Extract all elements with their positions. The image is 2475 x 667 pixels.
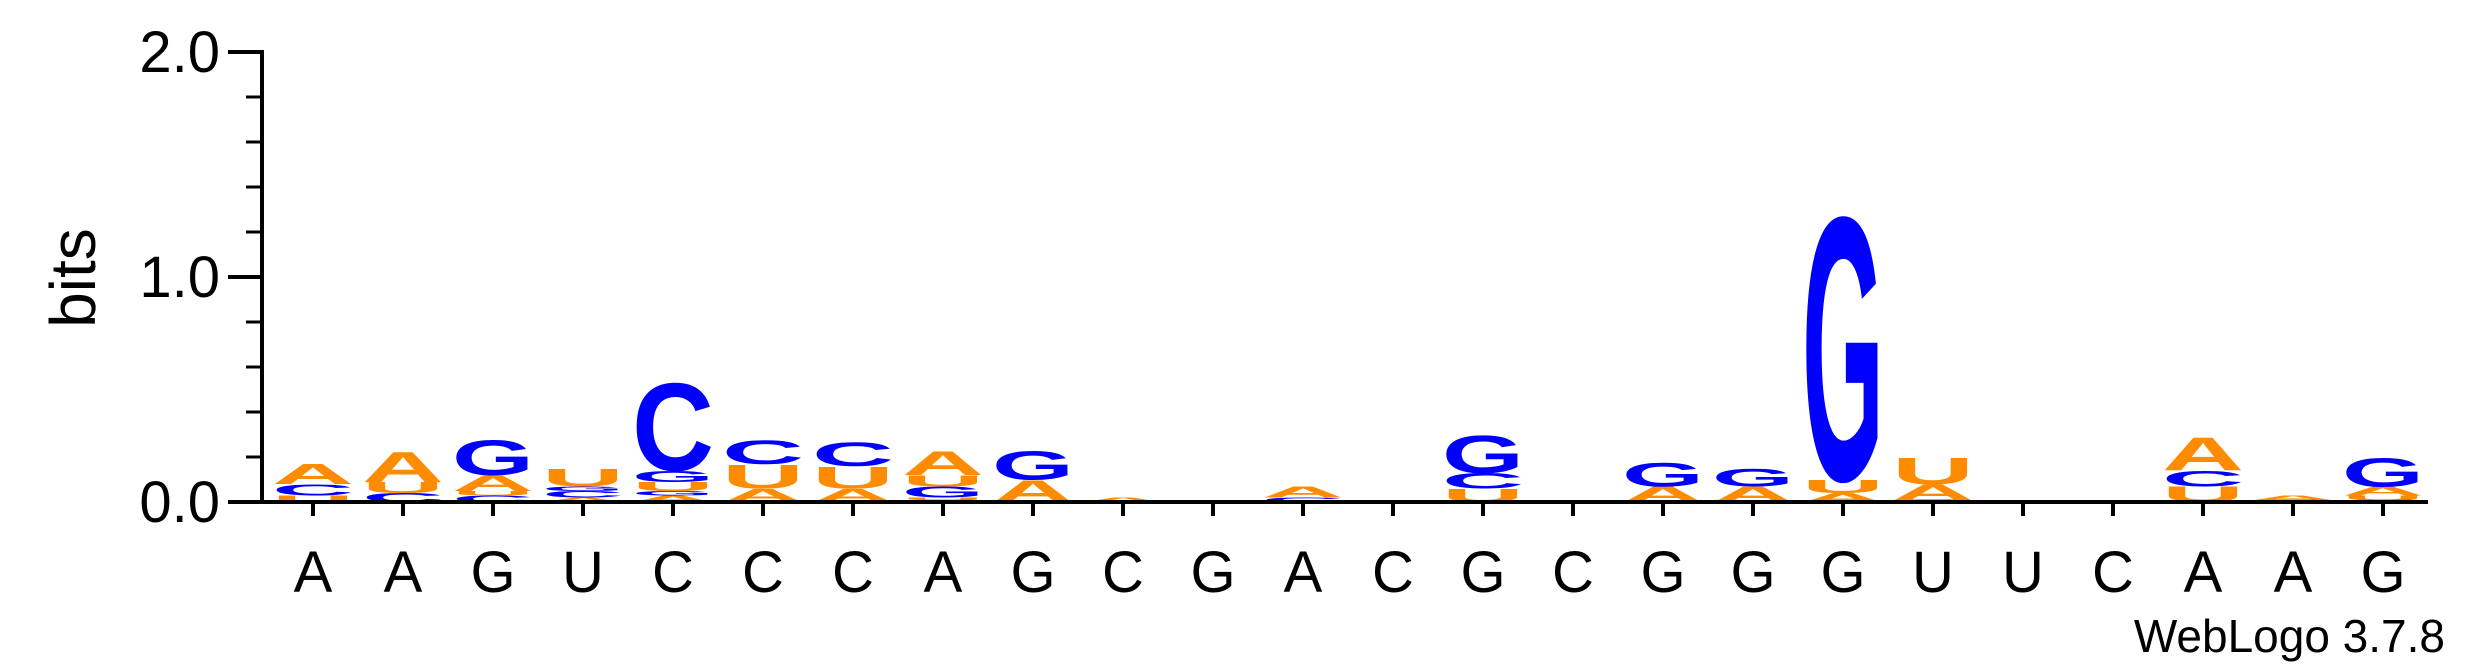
logo-letter-U: U [1892, 450, 1974, 492]
stack-18: AUG [1802, 138, 1884, 560]
x-tick-label: C [742, 540, 784, 605]
x-tick-label: C [1552, 540, 1594, 605]
logo-letter-U: U [902, 472, 984, 489]
x-tick-label: G [1460, 540, 1505, 605]
x-tick-label: G [1730, 540, 1775, 605]
logo-letter-U: U [362, 479, 444, 496]
logo-letter-A: A [2342, 484, 2424, 498]
logo-letter-G: G [632, 468, 714, 486]
logo-letter-A: A [2162, 428, 2244, 481]
logo-letter-G: G [1622, 455, 1704, 494]
logo-letter-C: C [722, 432, 804, 471]
logo-letter-U: U [722, 457, 804, 496]
logo-letter-A: A [1262, 484, 1344, 501]
logo-letter-A: A [542, 496, 624, 503]
stack-19: CAU [1892, 450, 1974, 505]
x-tick-label: A [294, 540, 333, 605]
logo-letter-G: G [902, 483, 984, 501]
logo-letter-C: C [632, 358, 714, 498]
logo-letter-A: A [632, 494, 714, 505]
logo-letter-A: A [362, 442, 444, 491]
x-tick-label: A [384, 540, 423, 605]
letter-stacks: UCACUACUAGACGUAGUGCAUCAUCCUGUAAGACAUCGAG… [272, 138, 2424, 560]
stack-2: CUA [362, 442, 444, 504]
logo-letter-G: G [2342, 449, 2424, 494]
x-tick-label: G [1820, 540, 1865, 605]
logo-letter-G: G [632, 490, 714, 497]
logo-letter-G: G [452, 430, 534, 486]
logo-letter-A: A [452, 471, 534, 495]
x-tick-label: G [470, 540, 515, 605]
stack-6: AUC [722, 432, 804, 506]
logo-letter-U: U [1802, 476, 1884, 497]
stack-9: AG [992, 443, 1074, 509]
logo-letter-A: A [902, 444, 984, 483]
logo-letter-G: G [1442, 424, 1524, 484]
logo-letter-U: U [2342, 494, 2424, 501]
stack-12: CA [1262, 484, 1344, 504]
x-tick-label: A [2184, 540, 2223, 605]
logo-letter-C: C [812, 435, 894, 474]
logo-letter-C: C [2162, 467, 2244, 491]
logo-letter-A: A [1082, 496, 1164, 503]
x-tick-label: A [2274, 540, 2313, 605]
logo-letter-U: U [902, 497, 984, 501]
x-tick-label: G [2360, 540, 2405, 605]
y-axis-label: bits [37, 228, 109, 328]
stack-16: AG [1622, 455, 1704, 507]
logo-letter-A: A [2252, 494, 2334, 501]
logo-letter-U: U [632, 480, 714, 494]
logo-letter-C: C [272, 481, 354, 498]
x-tick-label: C [2092, 540, 2134, 605]
logo-letter-C: C [1442, 469, 1524, 493]
logo-letter-U: U [812, 460, 894, 495]
x-tick-label: C [832, 540, 874, 605]
stack-1: UCA [272, 458, 354, 504]
y-axis: 0.0 1.0 2.0 [139, 20, 264, 535]
stack-14: UCG [1442, 424, 1524, 506]
x-tick-label: C [1372, 540, 1414, 605]
logo-letter-G: G [1712, 464, 1794, 492]
x-tick-label: U [562, 540, 604, 605]
y-tick-label: 1.0 [139, 245, 220, 310]
logo-letter-U: U [542, 464, 624, 492]
stack-10: A [1082, 496, 1164, 503]
x-tick-label: A [924, 540, 963, 605]
logo-letter-C: C [452, 494, 534, 505]
stack-22: UCA [2162, 428, 2244, 507]
stack-7: AUC [812, 435, 894, 506]
y-tick-label: 2.0 [139, 20, 220, 85]
x-tick-label: C [1102, 540, 1144, 605]
y-tick-label: 0.0 [139, 470, 220, 535]
x-tick-label: A [1284, 540, 1323, 605]
logo-letter-A: A [272, 458, 354, 490]
x-tick-label: G [1640, 540, 1685, 605]
weblogo-credit: WebLogo 3.7.8 [2134, 610, 2445, 662]
x-tick-label: G [1190, 540, 1235, 605]
stack-17: AG [1712, 464, 1794, 507]
logo-letter-U: U [272, 494, 354, 505]
x-tick-label: C [652, 540, 694, 605]
x-tick-label: U [2002, 540, 2044, 605]
logo-letter-G: G [992, 443, 1074, 488]
x-tick-label: G [1010, 540, 1055, 605]
logo-letter-U: U [452, 490, 534, 497]
logo-letter-G: G [542, 485, 624, 492]
x-tick-label: U [1912, 540, 1954, 605]
logo-letter-C: C [1262, 496, 1344, 503]
logo-letter-G: G [1802, 138, 1884, 560]
logo-letter-C: C [542, 489, 624, 500]
